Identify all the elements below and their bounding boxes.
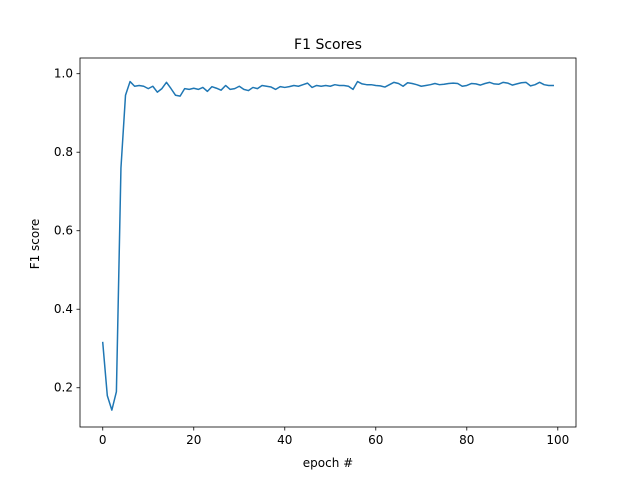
y-tick-label: 0.4 [54,302,73,316]
series-line-0 [101,80,554,411]
x-tick-label: 80 [459,433,474,447]
x-tick-label: 60 [368,433,383,447]
x-tick-label: 0 [99,433,107,447]
y-tick-label: 0.8 [54,145,73,159]
y-tick-label: 0.6 [54,224,73,238]
plot-area: 0 20 40 60 80 100 0.2 0.4 0.6 0.8 1.0 [54,57,577,447]
y-tick-label: 1.0 [54,67,73,81]
axes-frame [79,57,577,428]
chart-title: F1 Scores [294,37,362,53]
x-tick-label: 100 [546,433,569,447]
x-tick-label: 20 [186,433,201,447]
y-tick-label: 0.2 [54,381,73,395]
y-axis-label: F1 score [28,219,42,270]
x-axis-label: epoch # [303,456,353,470]
x-tick-label: 40 [277,433,292,447]
